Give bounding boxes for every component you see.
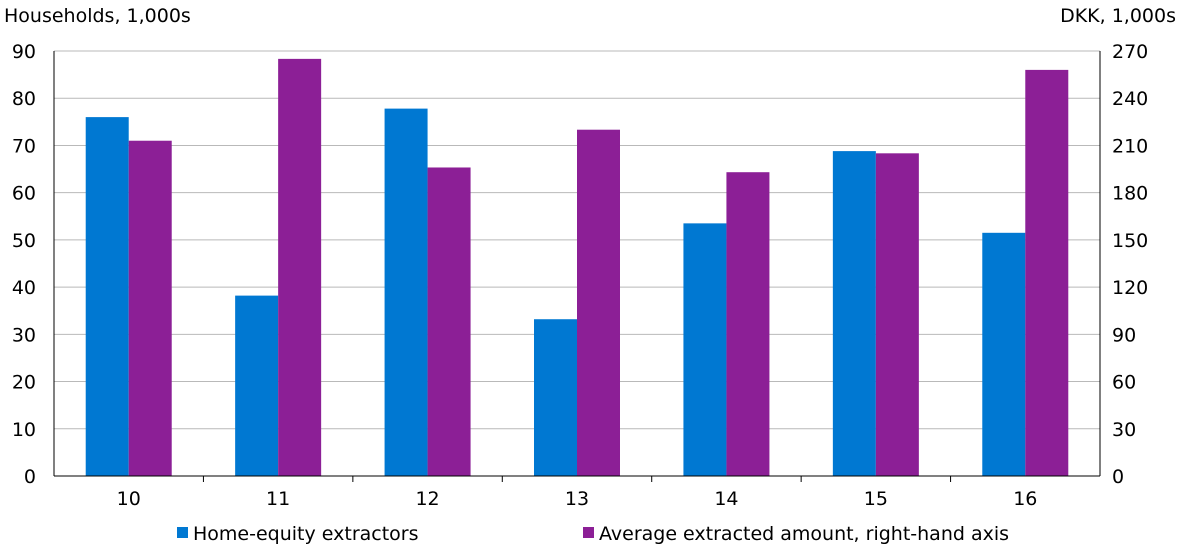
right-y-tick-label: 90 [1112,324,1136,346]
right-y-tick-label: 270 [1112,41,1148,63]
x-tick-label: 15 [864,488,888,510]
left-y-tick-label: 50 [12,230,36,252]
bar-home-equity-extractors [982,232,1026,476]
right-y-tick-label: 60 [1112,372,1136,394]
x-tick-label: 12 [415,488,439,510]
bar-home-equity-extractors [683,223,727,476]
bar-average-extracted-amount [278,58,322,477]
left-y-tick-label: 80 [12,88,36,110]
right-y-tick-label: 240 [1112,88,1148,110]
bar-average-extracted-amount [128,140,172,476]
x-tick-label: 10 [117,488,141,510]
x-tick-label: 13 [565,488,589,510]
bar-home-equity-extractors [85,117,129,476]
bar-home-equity-extractors [832,151,876,476]
legend-swatch-home-equity-extractors [177,527,188,538]
left-y-tick-label: 30 [12,324,36,346]
tick-labels: 0 10 20 30 40 50 60 70 80 90 0 30 60 90 120 150 180 210 24… [12,41,1148,510]
left-y-tick-label: 60 [12,183,36,205]
right-y-tick-label: 210 [1112,135,1148,157]
bar-average-extracted-amount [427,167,471,476]
legend-label-average-extracted-amount: Average extracted amount, right-hand axi… [599,523,1009,545]
bar-average-extracted-amount [577,129,620,476]
left-y-tick-label: 40 [12,277,36,299]
left-y-tick-label: 0 [24,466,36,488]
x-tick-label: 14 [714,488,738,510]
bar-average-extracted-amount [726,172,770,476]
right-y-tick-label: 0 [1112,466,1124,488]
bar-home-equity-extractors [384,108,428,476]
bar-average-extracted-amount [1025,69,1069,476]
left-y-tick-label: 70 [12,135,36,157]
axes [53,51,1101,477]
right-axis-title: DKK, 1,000s [1060,5,1176,27]
legend: Home-equity extractors Average extracted… [177,523,1009,545]
x-tick-label: 11 [266,488,290,510]
bar-average-extracted-amount [875,153,919,476]
left-axis-title: Households, 1,000s [4,5,191,27]
right-y-tick-label: 180 [1112,183,1148,205]
legend-label-home-equity-extractors: Home-equity extractors [193,523,419,545]
right-y-tick-label: 150 [1112,230,1148,252]
left-y-tick-label: 10 [12,419,36,441]
legend-swatch-average-extracted-amount [583,527,594,538]
right-y-tick-label: 30 [1112,419,1136,441]
right-y-tick-label: 120 [1112,277,1148,299]
bars [85,58,1069,477]
bar-home-equity-extractors [534,319,577,476]
left-y-tick-label: 20 [12,372,36,394]
bar-home-equity-extractors [235,295,279,476]
left-y-tick-label: 90 [12,41,36,63]
x-tick-label: 16 [1013,488,1037,510]
